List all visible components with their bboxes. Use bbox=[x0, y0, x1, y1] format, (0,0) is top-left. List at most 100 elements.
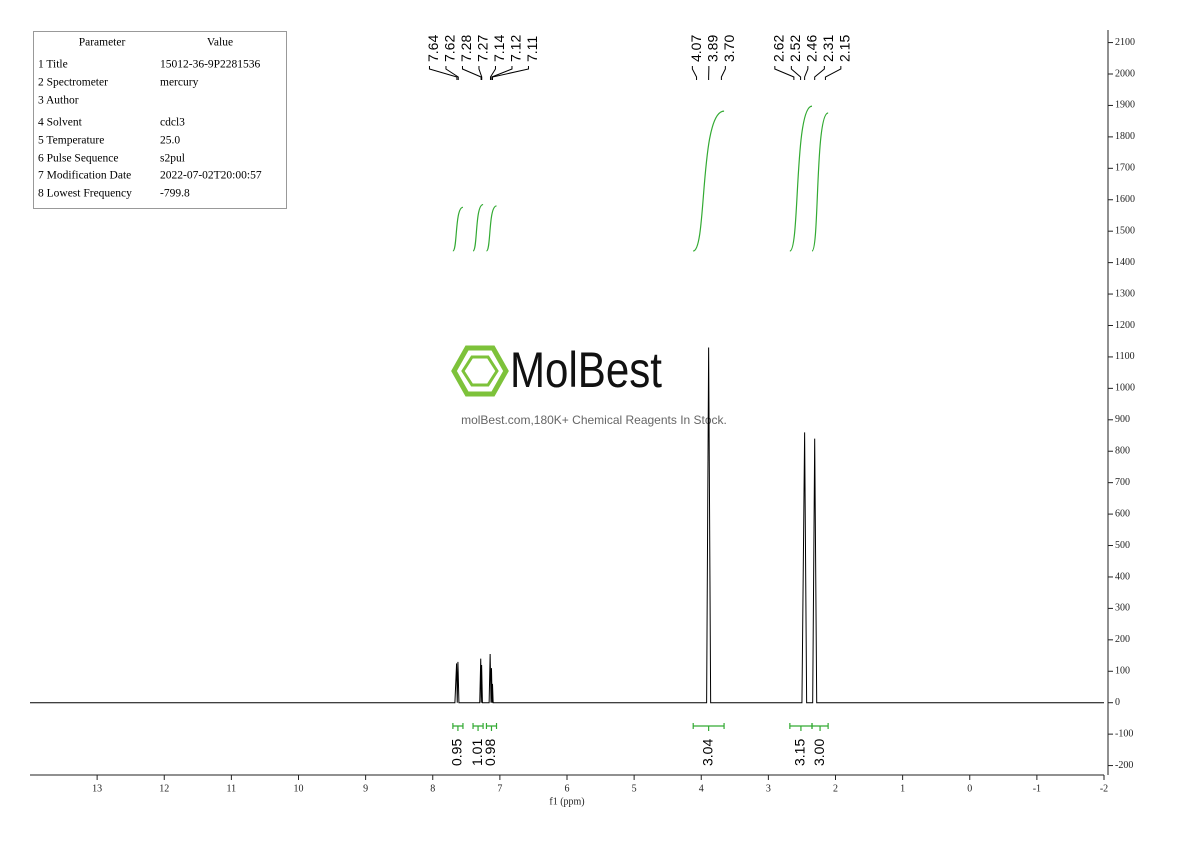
x-tick-label: 12 bbox=[159, 783, 169, 794]
x-tick-label: 4 bbox=[699, 783, 704, 794]
x-tick-label: 11 bbox=[227, 783, 237, 794]
y-tick-label: 1600 bbox=[1115, 194, 1135, 205]
y-tick-label: 600 bbox=[1115, 508, 1130, 519]
y-tick-label: 100 bbox=[1115, 666, 1130, 677]
peak-label: 7.12 bbox=[508, 35, 524, 62]
watermark-text: molBest.com,180K+ Chemical Reagents In S… bbox=[461, 413, 727, 427]
integral-bracket bbox=[692, 723, 725, 731]
x-tick-label: 6 bbox=[565, 783, 570, 794]
y-tick-label: 800 bbox=[1115, 446, 1130, 457]
integral-label: 3.15 bbox=[792, 739, 808, 766]
integral-curve bbox=[789, 105, 813, 252]
y-tick-label: 1800 bbox=[1115, 131, 1135, 142]
integral-curve bbox=[692, 110, 725, 252]
y-tick-label: 1000 bbox=[1115, 383, 1135, 394]
table-cell: 15012-36-9P2281536 bbox=[160, 59, 261, 71]
x-tick-label: 1 bbox=[900, 783, 905, 794]
integral-bracket bbox=[472, 723, 484, 731]
table-cell: 1 Title bbox=[38, 59, 68, 71]
peak-label: 2.52 bbox=[787, 35, 803, 62]
peak-connector bbox=[774, 66, 795, 80]
peak-label: 7.27 bbox=[475, 35, 491, 62]
peak-label: 7.62 bbox=[442, 35, 458, 62]
peak-label: 7.28 bbox=[458, 35, 474, 62]
peak-connector bbox=[489, 66, 496, 80]
table-cell: 8 Lowest Frequency bbox=[38, 188, 132, 200]
peak-connector bbox=[491, 66, 529, 80]
table-cell: 3 Author bbox=[38, 95, 79, 107]
integral-bracket bbox=[811, 723, 829, 731]
peak-connector bbox=[720, 66, 726, 80]
x-tick-label: 7 bbox=[497, 783, 502, 794]
peak-label: 2.31 bbox=[820, 35, 836, 62]
integral-curve bbox=[452, 206, 464, 252]
peak-connector bbox=[478, 66, 483, 80]
table-cell: 2 Spectrometer bbox=[38, 77, 108, 89]
integral-label: 3.04 bbox=[699, 739, 715, 766]
x-tick-label: 10 bbox=[294, 783, 304, 794]
x-tick-label: 2 bbox=[833, 783, 838, 794]
table-cell: mercury bbox=[160, 77, 199, 89]
table-cell: 5 Temperature bbox=[38, 135, 104, 147]
y-tick-label: 0 bbox=[1115, 697, 1120, 708]
x-tick-label: 9 bbox=[363, 783, 368, 794]
integral-label: 1.01 bbox=[469, 739, 485, 766]
peak-connector bbox=[428, 66, 458, 80]
peak-connector bbox=[824, 66, 842, 80]
integral-bracket bbox=[789, 723, 813, 731]
table-header: Parameter bbox=[79, 37, 126, 49]
parameter-table: Parameter Value 1 Title 15012-36-9P2281536 2… bbox=[38, 37, 262, 200]
y-tick-label: 1400 bbox=[1115, 257, 1135, 268]
table-cell: cdcl3 bbox=[160, 117, 185, 129]
table-cell: 2022-07-02T20:00:57 bbox=[160, 170, 262, 182]
peak-label: 7.64 bbox=[425, 35, 441, 62]
peak-label: 2.46 bbox=[804, 35, 820, 62]
table-cell: 25.0 bbox=[160, 135, 180, 147]
parameter-table-frame bbox=[33, 31, 287, 209]
y-tick-label: 1700 bbox=[1115, 163, 1135, 174]
y-tick-label: 1900 bbox=[1115, 100, 1135, 111]
x-tick-label: -2 bbox=[1100, 783, 1108, 794]
integral-bracket bbox=[485, 723, 498, 731]
peak-label: 4.07 bbox=[688, 35, 704, 62]
integral-label: 0.95 bbox=[449, 739, 465, 766]
peak-label: 3.70 bbox=[721, 35, 737, 62]
x-axis-label: f1 (ppm) bbox=[549, 796, 584, 807]
peak-label: 7.14 bbox=[491, 35, 507, 62]
table-header: Value bbox=[207, 37, 233, 49]
y-tick-label: 1100 bbox=[1115, 351, 1135, 362]
table-cell: 7 Modification Date bbox=[38, 170, 131, 182]
integral-bracket bbox=[452, 723, 464, 731]
y-tick-label: 1200 bbox=[1115, 320, 1135, 331]
peak-connector bbox=[491, 66, 513, 80]
integral-curve bbox=[472, 203, 484, 252]
peak-connector bbox=[790, 66, 802, 80]
integral-label: 3.00 bbox=[811, 739, 827, 766]
x-tick-label: 3 bbox=[766, 783, 771, 794]
table-cell: 4 Solvent bbox=[38, 117, 83, 129]
peak-connector bbox=[814, 66, 825, 80]
x-tick-label: 0 bbox=[967, 783, 972, 794]
y-tick-label: 1300 bbox=[1115, 288, 1135, 299]
y-tick-label: 400 bbox=[1115, 571, 1130, 582]
logo: MolBest bbox=[451, 342, 662, 398]
spectrum-line bbox=[30, 347, 1104, 704]
y-tick-label: 2000 bbox=[1115, 68, 1135, 79]
x-tick-label: 5 bbox=[632, 783, 637, 794]
table-cell: -799.8 bbox=[160, 188, 190, 200]
y-tick-label: 500 bbox=[1115, 540, 1130, 551]
y-tick-label: 1500 bbox=[1115, 225, 1135, 236]
y-tick-label: 2100 bbox=[1115, 37, 1135, 48]
integral-label: 0.98 bbox=[482, 739, 498, 766]
y-tick-label: 900 bbox=[1115, 414, 1130, 425]
y-tick-label: 300 bbox=[1115, 603, 1130, 614]
table-cell: 6 Pulse Sequence bbox=[38, 153, 118, 165]
peak-connector bbox=[804, 66, 809, 80]
x-tick-label: -1 bbox=[1033, 783, 1041, 794]
peak-label: 3.89 bbox=[705, 35, 721, 62]
peak-label: 7.11 bbox=[524, 36, 540, 62]
peak-connector bbox=[691, 66, 698, 80]
peak-connector bbox=[445, 66, 459, 80]
logo-text: MolBest bbox=[510, 342, 662, 398]
y-tick-label: 200 bbox=[1115, 634, 1130, 645]
